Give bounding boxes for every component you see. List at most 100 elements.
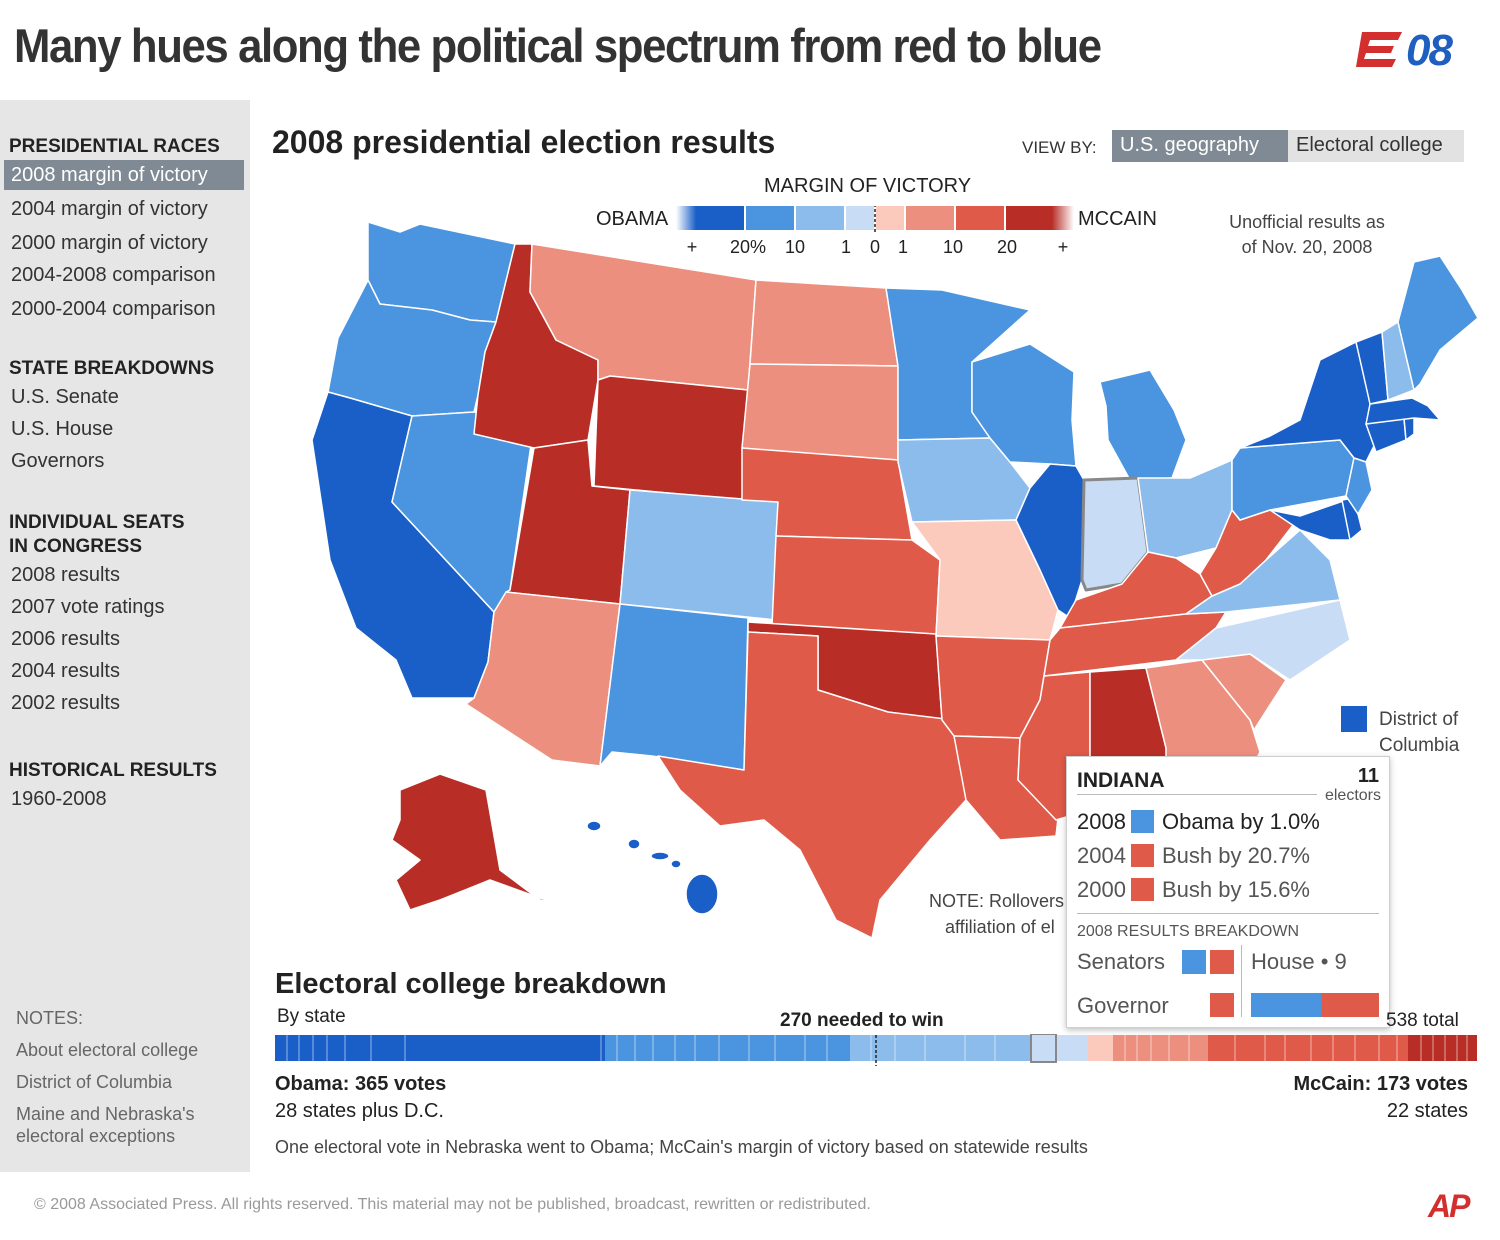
tooltip-row-2008: 2008 Obama by 1.0%	[1077, 809, 1320, 835]
ec-bar-mccain-tossup	[1088, 1035, 1113, 1061]
legend-swatch-obama-1	[796, 206, 844, 230]
sidebar-item-house[interactable]: U.S. House	[11, 418, 114, 440]
mccain-summary: McCain: 173 votes 22 states	[1176, 1073, 1468, 1123]
state-heading: STATE BREAKDOWNS	[9, 358, 215, 379]
dc-label-line-2: Columbia	[1379, 735, 1460, 756]
great-lakes	[1076, 380, 1106, 472]
tooltip-senator-1-swatch	[1182, 950, 1206, 974]
obama-votes: Obama: 365 votes	[275, 1073, 447, 1095]
sidebar-item-2000-margin[interactable]: 2000 margin of victory	[11, 232, 208, 254]
note-link-maine-nebraska-2[interactable]: electoral exceptions	[16, 1126, 176, 1146]
tooltip-electors-count: 11	[1357, 765, 1379, 787]
note-link-electoral-college[interactable]: About electoral college	[16, 1040, 199, 1060]
sidebar-item-2008-results[interactable]: 2008 results	[11, 564, 120, 586]
ec-bar-mccain-solid	[1208, 1035, 1408, 1061]
sidebar-item-2006-results[interactable]: 2006 results	[11, 628, 120, 650]
sidebar-item-2004-margin[interactable]: 2004 margin of victory	[11, 198, 208, 220]
electoral-note: One electoral vote in Nebraska went to O…	[275, 1137, 1088, 1157]
unofficial-note-line-1: Unofficial results as	[1229, 212, 1385, 232]
state-north-dakota	[749, 279, 899, 367]
dc-swatch[interactable]	[1341, 706, 1367, 732]
legend-swatch-obama-10	[746, 206, 794, 230]
note-link-maine-nebraska-1[interactable]: Maine and Nebraska's	[16, 1104, 195, 1124]
presidential-heading: PRESIDENTIAL RACES	[9, 136, 220, 157]
state-tooltip: INDIANA 11 electors 2008 Obama by 1.0% 20…	[1066, 756, 1390, 1028]
sidebar-item-2000-2004-comparison[interactable]: 2000-2004 comparison	[11, 298, 216, 320]
sidebar-item-2007-vote-ratings[interactable]: 2007 vote ratings	[11, 596, 165, 618]
view-us-geography-button[interactable]: U.S. geography	[1112, 130, 1288, 162]
tooltip-house-label: House • 9	[1251, 949, 1347, 974]
state-massachusetts	[1365, 397, 1441, 425]
view-electoral-college-button[interactable]: Electoral college	[1288, 130, 1464, 162]
sidebar-item-governors[interactable]: Governors	[11, 450, 105, 472]
map-footnote-line-1: NOTE: Rollovers	[929, 891, 1065, 911]
legend-mccain-label: MCCAIN	[1078, 208, 1157, 230]
legend-swatch-obama-0	[846, 206, 874, 230]
tooltip-result-2000: Bush by 15.6%	[1162, 877, 1310, 902]
ec-bar-mccain-lean	[1113, 1035, 1208, 1061]
sidebar-item-2004-2008-comparison[interactable]: 2004-2008 comparison	[11, 264, 216, 286]
ec-bar-indiana-highlight	[1030, 1034, 1057, 1063]
ec-bar-obama-solid	[605, 1035, 850, 1061]
ec-bar-obama-strong	[275, 1035, 605, 1061]
sidebar-item-2008-margin[interactable]: 2008 margin of victory	[4, 160, 244, 190]
state-alaska	[391, 773, 567, 911]
legend-tick-obama-plus: +	[686, 237, 698, 257]
tooltip-senator-2-swatch	[1210, 950, 1234, 974]
tooltip-divider-vertical	[1241, 945, 1242, 1017]
tooltip-governor-label: Governor	[1077, 993, 1169, 1018]
note-link-dc[interactable]: District of Columbia	[16, 1072, 173, 1092]
electoral-title: Electoral college breakdown	[275, 968, 667, 1000]
legend-title: MARGIN OF VICTORY	[764, 175, 972, 197]
state-colorado	[619, 489, 781, 621]
tooltip-divider-top	[1077, 794, 1317, 795]
copyright: © 2008 Associated Press. All rights rese…	[34, 1196, 871, 1213]
tooltip-house-bar	[1251, 993, 1379, 1017]
state-michigan	[1099, 369, 1187, 481]
legend-swatch-mccain-10	[956, 206, 1004, 230]
tooltip-year-2004: 2004	[1077, 843, 1126, 868]
legend-tick-mccain-1: 1	[897, 237, 908, 257]
ec-bar-mccain-strong	[1408, 1035, 1477, 1061]
legend-swatch-obama-20	[696, 206, 744, 230]
state-kansas	[771, 535, 941, 637]
tooltip-swatch-2000	[1131, 878, 1154, 901]
total-votes-label: 538 total	[1386, 1010, 1459, 1031]
sidebar-item-2004-results[interactable]: 2004 results	[11, 660, 120, 682]
legend-tick-mccain-10: 10	[942, 237, 964, 257]
map-footnote-line-2: affiliation of el	[945, 917, 1055, 937]
tooltip-result-2008: Obama by 1.0%	[1162, 809, 1320, 834]
tooltip-row-2004: 2004 Bush by 20.7%	[1077, 843, 1310, 869]
legend-tick-mccain-20: 20	[996, 237, 1018, 257]
sidebar-item-2002-results[interactable]: 2002 results	[11, 692, 120, 714]
tooltip-governor-swatch	[1210, 993, 1234, 1017]
e08-logo: 08	[1356, 26, 1476, 76]
tooltip-divider-mid	[1077, 913, 1379, 914]
dc-label: District of Columbia	[1379, 707, 1459, 759]
sidebar-item-senate[interactable]: U.S. Senate	[11, 386, 119, 408]
state-hawaii	[586, 820, 719, 915]
state-north-carolina	[1175, 599, 1351, 681]
legend-tick-zero: 0	[869, 237, 880, 257]
legend-color-bar	[676, 206, 1074, 232]
legend-tick-obama-20: 20%	[730, 237, 767, 257]
sidebar-item-1960-2008[interactable]: 1960-2008	[11, 788, 107, 810]
tooltip-year-2008: 2008	[1077, 809, 1126, 834]
legend-swatch-obama-plus	[676, 206, 696, 230]
tooltip-year-2000: 2000	[1077, 877, 1126, 902]
dc-label-line-1: District of	[1379, 709, 1459, 730]
state-tennessee	[1043, 611, 1227, 677]
legend-tick-obama-1: 1	[840, 237, 851, 257]
congress-heading-1: INDIVIDUAL SEATS	[9, 512, 185, 533]
tooltip-state-name: INDIANA	[1077, 769, 1165, 792]
tooltip-result-2004: Bush by 20.7%	[1162, 843, 1310, 868]
state-south-dakota	[741, 363, 899, 463]
flag-e-icon	[1356, 32, 1402, 67]
state-new-mexico	[599, 603, 749, 771]
mccain-votes: McCain: 173 votes	[1293, 1073, 1468, 1095]
tooltip-senators-label: Senators	[1077, 949, 1166, 974]
tooltip-swatch-2004	[1131, 844, 1154, 867]
notes-heading: NOTES:	[16, 1008, 84, 1028]
headline: Many hues along the political spectrum f…	[14, 19, 1102, 72]
state-rhode-island	[1403, 417, 1415, 441]
